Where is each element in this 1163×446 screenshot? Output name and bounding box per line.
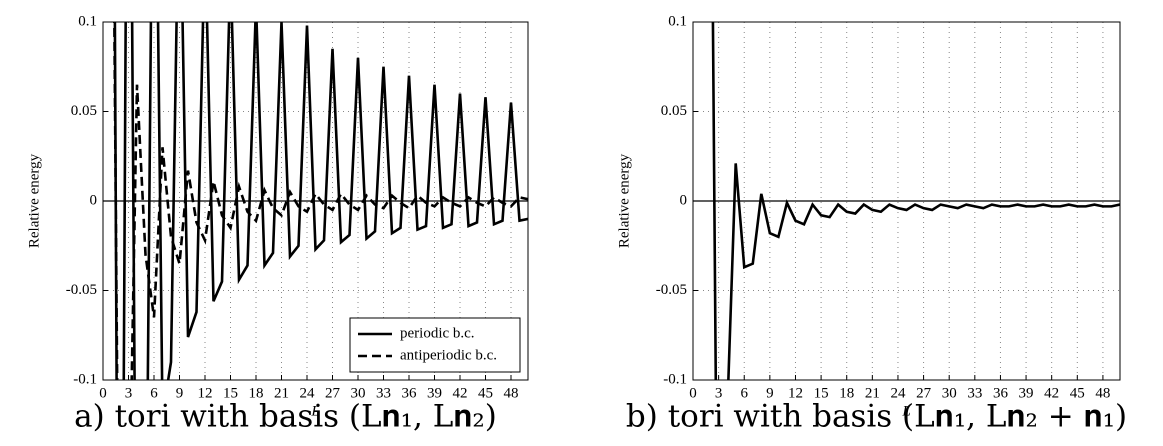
x-tick-label: 3 — [715, 385, 723, 401]
x-tick-label: 42 — [453, 385, 468, 401]
plot-frame — [692, 21, 1121, 381]
x-tick-label: 21 — [274, 385, 289, 401]
y-axis-label: Relative energy — [616, 153, 632, 248]
x-tick-label: 45 — [478, 385, 493, 401]
y-tick-label: 0 — [90, 192, 98, 208]
x-tick-label: 36 — [402, 385, 418, 401]
plot-area — [711, 22, 1120, 380]
x-axis-label: L — [310, 403, 319, 419]
x-tick-label: 42 — [1044, 385, 1059, 401]
plot-area — [113, 22, 528, 380]
y-tick-label: -0.05 — [66, 282, 97, 298]
x-tick-label: 6 — [740, 385, 748, 401]
x-tick-label: 6 — [150, 385, 158, 401]
x-tick-label: 15 — [223, 385, 238, 401]
x-tick-label: 0 — [689, 385, 697, 401]
x-tick-label: 12 — [788, 385, 803, 401]
x-tick-label: 30 — [942, 385, 957, 401]
y-axis-label: Relative energy — [26, 153, 42, 248]
series-line — [711, 22, 1120, 380]
subtitle: b) tori with basis (L𝐧₁, L𝐧₂ + 𝐧₁) — [626, 399, 1127, 435]
y-tick-label: 0.1 — [78, 13, 97, 29]
x-tick-label: 48 — [504, 385, 519, 401]
y-tick-label: 0.1 — [668, 13, 687, 29]
y-tick-label: 0 — [680, 192, 688, 208]
x-tick-label: 24 — [300, 385, 316, 401]
y-tick-label: 0.05 — [661, 103, 687, 119]
legend-label: antiperiodic b.c. — [400, 347, 497, 363]
x-tick-label: 27 — [916, 385, 932, 401]
x-tick-label: 39 — [427, 385, 442, 401]
x-tick-label: 24 — [890, 385, 906, 401]
x-tick-label: 48 — [1095, 385, 1110, 401]
x-tick-label: 18 — [249, 385, 264, 401]
series-line — [113, 22, 528, 380]
legend-box — [349, 317, 521, 373]
x-tick-label: 0 — [99, 385, 107, 401]
x-tick-label: 39 — [1019, 385, 1034, 401]
series-line — [113, 22, 528, 380]
legend-label: periodic b.c. — [400, 325, 475, 341]
y-tick-label: -0.05 — [656, 282, 687, 298]
x-tick-label: 30 — [351, 385, 366, 401]
x-tick-label: 36 — [993, 385, 1009, 401]
x-tick-label: 33 — [376, 385, 391, 401]
x-tick-label: 9 — [176, 385, 184, 401]
x-axis-label: L — [901, 403, 910, 419]
y-tick-label: 0.05 — [71, 103, 97, 119]
x-tick-label: 15 — [814, 385, 829, 401]
y-tick-label: -0.1 — [663, 371, 687, 387]
plot-frame — [102, 21, 529, 381]
x-tick-label: 3 — [125, 385, 133, 401]
x-tick-label: 45 — [1070, 385, 1085, 401]
x-tick-label: 18 — [839, 385, 854, 401]
x-tick-label: 33 — [967, 385, 982, 401]
subtitle: a) tori with basis (L𝐧₁, L𝐧₂) — [74, 399, 497, 435]
y-tick-label: -0.1 — [73, 371, 97, 387]
x-tick-label: 9 — [766, 385, 774, 401]
x-tick-label: 12 — [198, 385, 213, 401]
x-tick-label: 27 — [325, 385, 341, 401]
x-tick-label: 21 — [865, 385, 880, 401]
